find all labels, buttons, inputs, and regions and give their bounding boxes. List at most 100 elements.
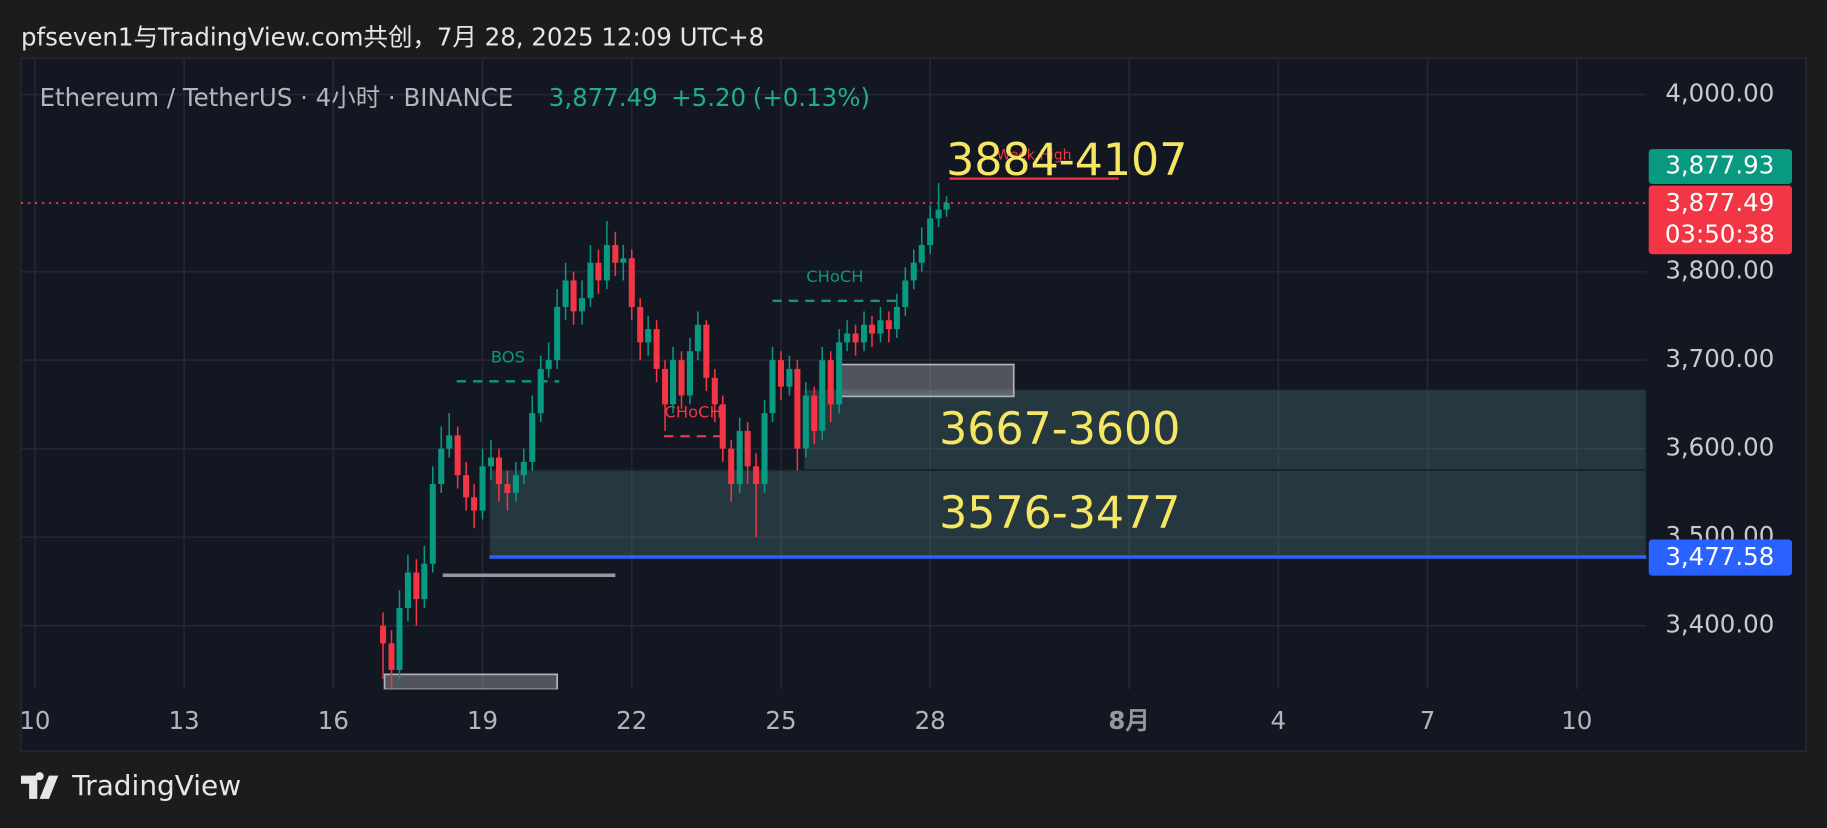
y-tick-label: 3,400.00 — [1665, 610, 1774, 639]
candle-body — [910, 262, 917, 281]
y-tick-label: 4,000.00 — [1665, 79, 1774, 108]
candle-body — [645, 329, 652, 343]
candle-body — [827, 360, 834, 405]
price-line-badge — [1648, 185, 1793, 255]
candle-body — [662, 368, 669, 405]
candle-body — [670, 360, 677, 405]
demand-zone — [488, 469, 1647, 559]
candle-body — [438, 448, 445, 485]
x-tick-label: 10 — [19, 706, 50, 735]
candle-body — [429, 484, 436, 564]
candle-body — [529, 413, 536, 462]
structure-label: CHoCH — [806, 267, 863, 286]
candle-body — [753, 466, 760, 485]
price-badge — [1648, 149, 1793, 184]
candle-body — [421, 563, 428, 600]
logo-icon — [20, 772, 59, 799]
candle-body — [761, 413, 768, 485]
price-line-label: 3,877.49 — [1665, 188, 1774, 217]
candle-body — [620, 258, 627, 263]
candle-body — [562, 280, 569, 307]
candle-body — [388, 643, 395, 670]
candle-body — [844, 333, 851, 343]
y-tick-label: 3,700.00 — [1665, 344, 1774, 373]
candle-body — [637, 306, 644, 343]
structure-label: BOS — [491, 348, 525, 367]
candle-body — [487, 457, 495, 467]
candle-body — [380, 625, 387, 644]
price-line-label: 3,477.58 — [1665, 542, 1774, 571]
candle-body — [520, 461, 527, 476]
candle-body — [819, 360, 826, 431]
symbol-legend: Ethereum / TetherUS · 4小时 · BINANCE — [40, 83, 514, 112]
candle-body — [396, 607, 403, 670]
candle-body — [769, 360, 776, 414]
chart-panel — [20, 57, 1807, 752]
candle-body — [404, 572, 411, 608]
candle-body — [719, 404, 726, 449]
x-tick-label: 13 — [169, 706, 200, 735]
x-tick-label: 19 — [467, 706, 498, 735]
order-block — [840, 363, 1015, 398]
candle-body — [612, 245, 619, 263]
candle-body — [786, 368, 793, 387]
candle-body — [504, 484, 511, 493]
y-tick-label: 3,800.00 — [1665, 256, 1774, 285]
candle-body — [495, 457, 502, 485]
candle-body — [877, 320, 884, 334]
candle-body — [860, 324, 868, 343]
candle-body — [852, 333, 859, 343]
candle-body — [537, 368, 544, 414]
x-tick-label: 8月 — [1108, 706, 1149, 735]
candle-body — [836, 342, 843, 405]
candle-body — [802, 395, 809, 449]
candle-body — [463, 475, 470, 498]
price-change-pct: (+0.13%) — [753, 83, 870, 112]
x-tick-label: 7 — [1420, 706, 1436, 735]
x-tick-label: 4 — [1271, 706, 1287, 735]
candle-body — [454, 435, 461, 476]
x-tick-label: 25 — [765, 706, 796, 735]
candle-body — [686, 351, 693, 396]
candle-body — [628, 258, 635, 307]
candle-body — [595, 262, 602, 281]
candle-body — [570, 280, 577, 312]
attribution: pfseven1与TradingView.com共创，7月 28, 2025 1… — [21, 22, 764, 51]
candle-body — [777, 360, 784, 387]
candle-body — [446, 435, 453, 449]
candle-body — [479, 466, 486, 511]
candle-body — [578, 298, 586, 312]
price-badge-label: 3,877.93 — [1665, 151, 1774, 180]
y-tick-label: 3,600.00 — [1665, 433, 1774, 462]
candle-body — [545, 360, 552, 369]
tradingview-logo — [20, 772, 59, 799]
candle-body — [653, 329, 660, 369]
plot-area: BOS CHoCH CHoCH Week High — [20, 147, 1647, 690]
countdown-label: 03:50:38 — [1665, 220, 1775, 249]
candle-body — [603, 245, 610, 281]
candle-body — [512, 475, 519, 493]
structure-label: Week High — [997, 147, 1072, 163]
candle-body — [885, 320, 892, 330]
price-line-badge — [1648, 539, 1793, 576]
candle-body — [554, 306, 561, 361]
candle-body — [794, 368, 801, 449]
zone-label: 3576-3477 — [939, 488, 1180, 539]
x-tick-label: 22 — [616, 706, 647, 735]
candle-body — [694, 324, 701, 352]
price-change: +5.20 — [671, 83, 746, 112]
target-annotation: 3884-4107 — [946, 135, 1187, 186]
candle-body — [471, 497, 478, 511]
x-tick-label: 10 — [1561, 706, 1592, 735]
structure-label: CHoCH — [665, 402, 722, 421]
candle-body — [678, 360, 685, 396]
candle-body — [918, 245, 925, 263]
brand: TradingView — [71, 769, 241, 802]
candle-body — [943, 202, 950, 210]
candle-body — [811, 395, 818, 431]
candle-body — [587, 262, 594, 299]
candle-body — [744, 430, 751, 467]
candle-body — [413, 572, 420, 600]
